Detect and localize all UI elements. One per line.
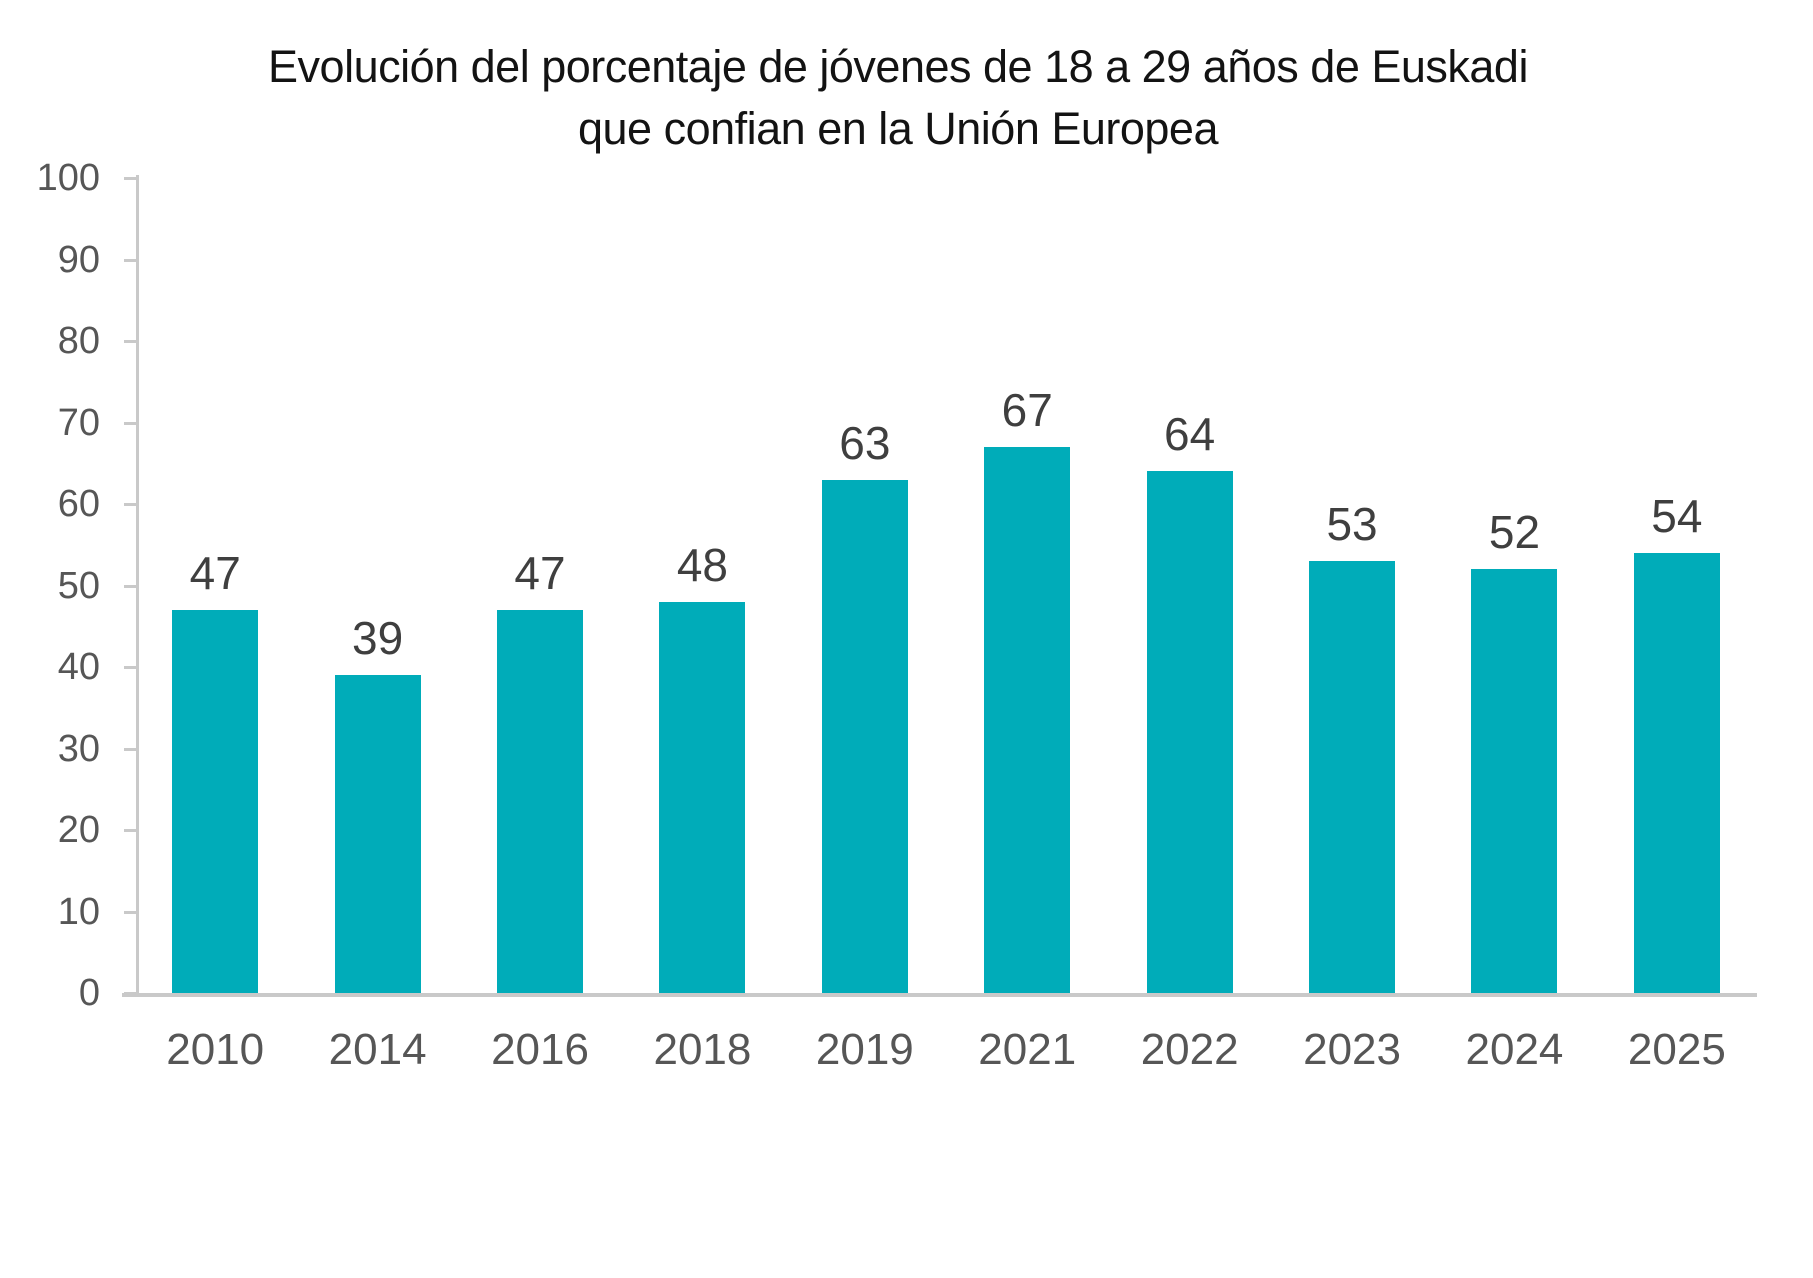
- x-tick-label: 2018: [653, 1025, 752, 1074]
- x-tick-label: 2014: [328, 1025, 427, 1074]
- y-tick: [124, 421, 137, 425]
- x-tick-label: 2022: [1140, 1025, 1239, 1074]
- bar: [1309, 561, 1396, 993]
- bar-group: 63: [784, 178, 946, 993]
- y-tick: [124, 340, 137, 343]
- bar: [1146, 471, 1233, 993]
- y-tick-label: 10: [57, 890, 100, 933]
- y-tick-label: 40: [57, 646, 100, 688]
- y-tick-label: 60: [57, 483, 100, 525]
- bar: [984, 447, 1071, 993]
- y-tick-label: 20: [57, 809, 100, 851]
- bar-group: 47: [459, 178, 621, 993]
- x-tick-label: 2024: [1465, 1025, 1564, 1074]
- bar-group: 48: [621, 178, 783, 993]
- x-tick-label: 2019: [815, 1025, 914, 1074]
- bar: [334, 675, 421, 993]
- bar-value-label: 52: [1488, 506, 1541, 558]
- bar: [821, 480, 908, 993]
- bar-value-label: 47: [514, 547, 566, 599]
- y-tick-label: 50: [57, 564, 100, 607]
- chart-title-line1: Evolución del porcentaje de jóvenes de 1…: [268, 41, 1528, 92]
- y-tick: [124, 910, 137, 914]
- y-axis-line: [136, 175, 139, 997]
- y-tick: [124, 747, 137, 751]
- x-tick-label: 2025: [1627, 1025, 1726, 1074]
- y-tick-label: 90: [57, 238, 100, 281]
- bar-value-label: 63: [839, 417, 891, 469]
- y-tick-label: 100: [36, 157, 100, 199]
- plot-area: 47 39 47 48 63 67 64 53 52 54: [134, 178, 1758, 993]
- bar-value-label: 54: [1651, 490, 1703, 542]
- y-tick: [124, 829, 137, 832]
- x-tick-label: 2016: [491, 1025, 589, 1074]
- y-tick: [124, 503, 137, 506]
- bar-group: 52: [1433, 178, 1595, 993]
- x-tick-label: 2010: [166, 1025, 265, 1074]
- x-tick-label: 2023: [1303, 1025, 1401, 1074]
- y-tick-label: 80: [57, 320, 100, 362]
- y-tick-label: 0: [78, 972, 100, 1014]
- bar-value-label: 64: [1164, 408, 1216, 460]
- y-tick: [124, 258, 137, 262]
- bar-value-label: 67: [1001, 384, 1053, 436]
- bar-group: 54: [1596, 178, 1758, 993]
- bar: [497, 610, 584, 993]
- bar-group: 47: [134, 178, 296, 993]
- y-tick-label: 70: [57, 401, 100, 444]
- y-tick: [124, 177, 137, 180]
- bar-value-label: 47: [189, 547, 241, 599]
- bar-group: 53: [1271, 178, 1433, 993]
- bar: [1471, 569, 1558, 993]
- bar-group: 39: [296, 178, 458, 993]
- y-tick: [124, 584, 137, 588]
- bar: [172, 610, 259, 993]
- x-axis: 2010 2014 2016 2018 2019 2021 2022 2023 2024 2025: [134, 1026, 1758, 1074]
- chart-title-line2: que confian en la Unión Europea: [578, 103, 1219, 154]
- bar-group: 67: [946, 178, 1108, 993]
- chart-title: Evolución del porcentaje de jóvenes de 1…: [0, 36, 1796, 160]
- bar: [659, 602, 746, 993]
- y-tick-label: 30: [57, 727, 100, 770]
- y-tick: [124, 666, 137, 669]
- bar: [1633, 553, 1720, 993]
- bar-value-label: 39: [352, 612, 404, 664]
- x-tick-label: 2021: [978, 1025, 1077, 1074]
- bar-group: 64: [1108, 178, 1270, 993]
- x-axis-line: [122, 993, 1757, 997]
- bar-value-label: 48: [676, 539, 728, 591]
- bar-value-label: 53: [1326, 498, 1378, 550]
